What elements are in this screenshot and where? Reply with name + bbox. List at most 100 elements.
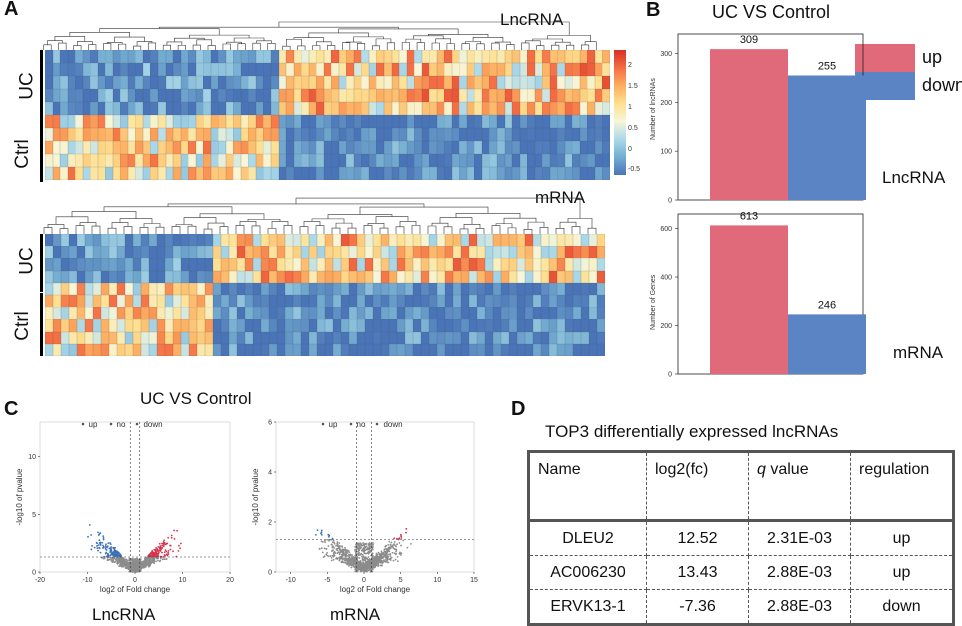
heatmap-cell (82, 89, 91, 103)
heatmap-cell (572, 141, 581, 155)
volcano-point (132, 561, 135, 564)
heatmap-cell (451, 63, 460, 77)
heatmap-cell (53, 331, 62, 345)
volcano-point (348, 557, 351, 560)
heatmap-cell (158, 50, 166, 64)
volcano-point (354, 548, 357, 551)
volcano-point (164, 549, 167, 551)
heatmap-cell (112, 167, 121, 181)
heatmap-cell (581, 258, 590, 271)
heatmap-cell (263, 102, 272, 116)
heatmap-cell (493, 295, 502, 308)
heatmap-cell (466, 167, 475, 181)
volcano-point (351, 558, 354, 561)
heatmap-cell (157, 319, 166, 332)
heatmap-cell (301, 89, 310, 103)
heatmap-cell (333, 282, 342, 296)
volcano-point (381, 552, 384, 555)
heatmap-cell (189, 307, 198, 320)
heatmap-cell (525, 246, 534, 259)
heatmap-cell (323, 141, 332, 155)
heatmap-cell (142, 167, 151, 181)
heatmap-cell (341, 307, 350, 320)
heatmap-cell (60, 154, 68, 168)
dendrogram-branch (267, 228, 277, 234)
heatmap-cell (413, 331, 422, 345)
heatmap-cell (308, 76, 317, 90)
heatmap-cell (60, 76, 68, 90)
legend-down-dot (135, 422, 139, 426)
heatmap-cell (565, 343, 574, 357)
heatmap-cell (180, 154, 189, 168)
dendrogram-branch (439, 217, 473, 225)
heatmap-cell (357, 282, 366, 296)
heatmap-cell (205, 307, 214, 320)
heatmap-cell (323, 102, 332, 116)
heatmap-cell (90, 167, 99, 181)
heatmap-cell (240, 89, 249, 103)
heatmap-cell (534, 50, 543, 64)
heatmap-cell (213, 246, 222, 259)
dendrogram-branch (207, 222, 225, 230)
heatmap-cell (181, 234, 190, 247)
dendrogram-branch (91, 225, 101, 234)
heatmap-cell (317, 246, 326, 259)
volcano-point (125, 560, 128, 563)
heatmap-cell (461, 307, 470, 320)
heatmap-cell (573, 343, 582, 357)
volcano-point (349, 553, 352, 556)
dendrogram-branch (252, 42, 261, 50)
heatmap-cell (549, 307, 558, 320)
dendrogram-branch (219, 226, 229, 234)
heatmap-cell (557, 295, 566, 308)
heatmap-cell (301, 50, 310, 64)
heatmap-cell (397, 343, 406, 357)
heatmap-cell (301, 63, 310, 77)
heatmap-cell (542, 115, 551, 129)
heatmap-cell (61, 331, 70, 345)
heatmap-cell (542, 76, 551, 90)
heatmap-cell (421, 295, 430, 308)
volcano-point (96, 545, 98, 547)
heatmap-cell (391, 50, 400, 64)
heatmap-cell (429, 63, 438, 77)
volcano-point (371, 570, 374, 573)
heatmap-cell (69, 270, 78, 284)
heatmap-cell (594, 115, 603, 129)
volcano-point (157, 555, 160, 557)
heatmap-cell (549, 154, 558, 168)
heatmap-cell (461, 258, 470, 271)
heatmap-cell (579, 141, 588, 155)
mrna-heatmap (45, 234, 606, 357)
heatmap-cell (53, 258, 62, 271)
volcano-point (371, 568, 374, 571)
volcano-point (342, 553, 344, 556)
heatmap-cell (572, 102, 581, 116)
heatmap-cell (269, 258, 278, 271)
heatmap-cell (429, 102, 438, 116)
heatmap-cell (572, 167, 581, 181)
heatmap-cell (361, 167, 370, 181)
heatmap-cell (127, 89, 136, 103)
heatmap-cell (133, 319, 142, 332)
heatmap-cell (109, 246, 118, 259)
heatmap-cell (325, 295, 334, 308)
plot-area (39, 421, 231, 573)
volcano-point (362, 543, 365, 546)
heatmap-cell (346, 128, 355, 142)
heatmap-cell (221, 343, 230, 357)
heatmap-cell (587, 76, 596, 90)
heatmap-cell (533, 282, 542, 296)
heatmap-cell (205, 282, 214, 296)
heatmap-cell (509, 234, 518, 247)
dendrogram-branch (342, 42, 351, 50)
heatmap-cell (180, 141, 189, 155)
heatmap-cell (573, 331, 582, 345)
heatmap-cell (188, 89, 197, 103)
heatmap-cell (587, 128, 596, 142)
heatmap-cell (346, 63, 355, 77)
heatmap-cell (381, 246, 390, 259)
heatmap-cell (397, 331, 406, 345)
heatmap-cell (381, 234, 390, 247)
